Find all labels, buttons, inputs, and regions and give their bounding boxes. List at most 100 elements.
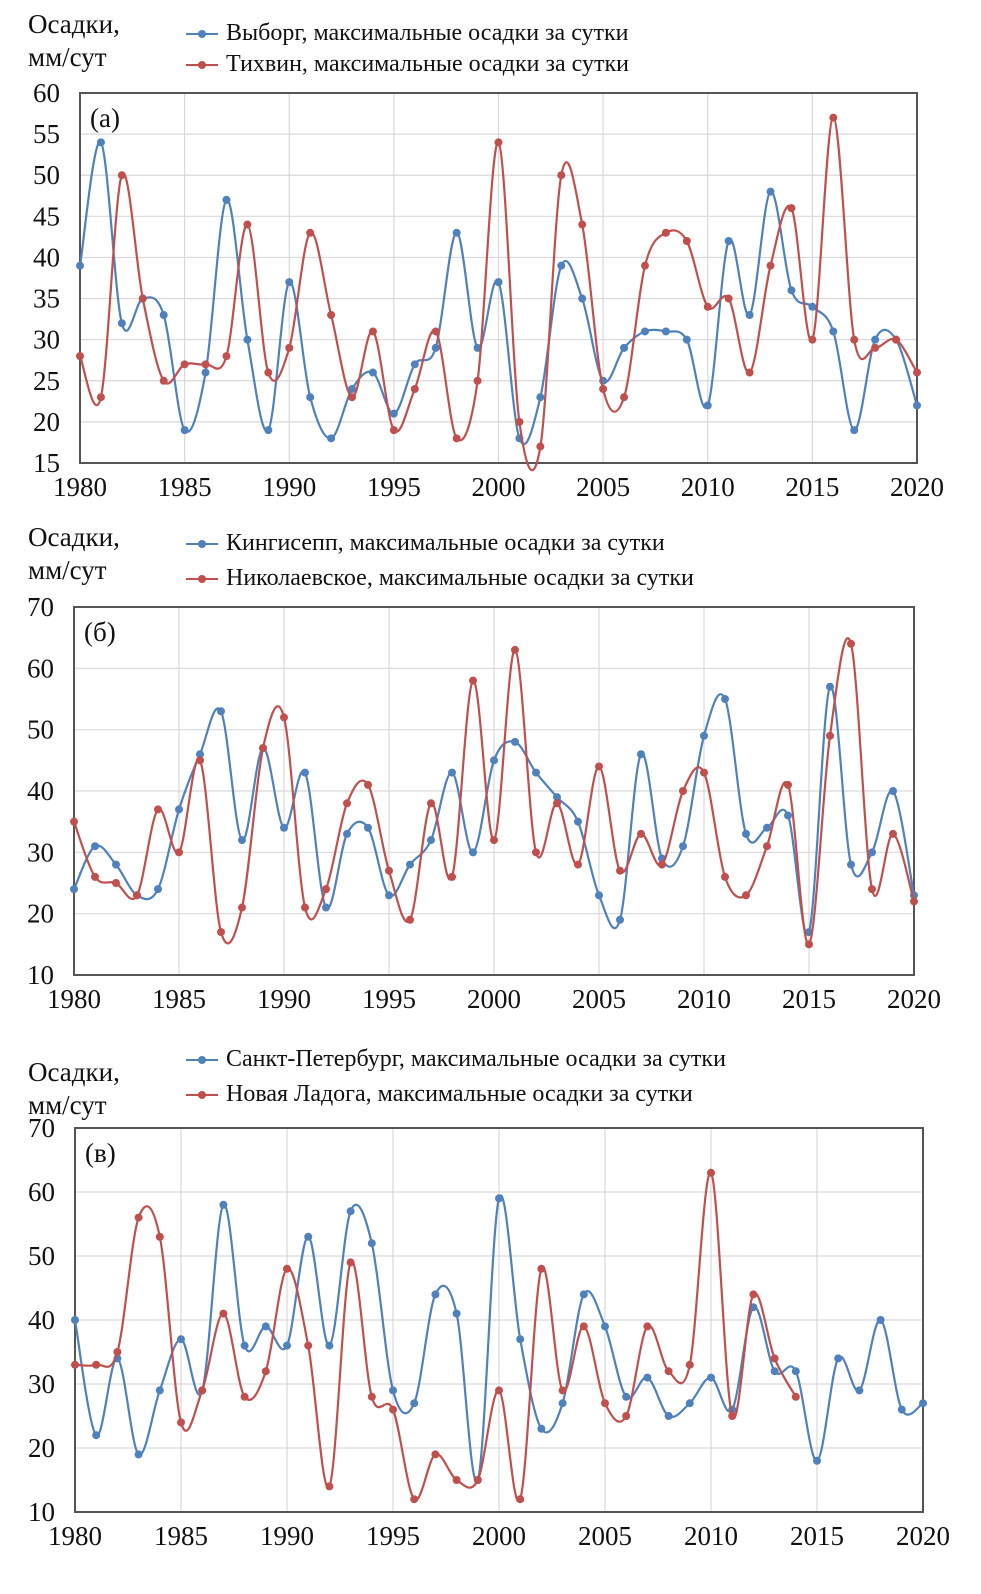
y-tick-label: 20 bbox=[28, 1433, 55, 1463]
data-point bbox=[784, 811, 792, 820]
y-tick-label: 20 bbox=[27, 899, 54, 929]
x-tick-label: 2005 bbox=[572, 984, 626, 1014]
y-tick-label: 15 bbox=[33, 448, 60, 478]
y-tick-label: 30 bbox=[33, 325, 60, 355]
data-point bbox=[348, 385, 357, 393]
data-point bbox=[557, 261, 566, 270]
x-tick-label: 2005 bbox=[578, 1521, 632, 1551]
data-point bbox=[658, 860, 666, 869]
data-point bbox=[389, 1405, 397, 1414]
legend-marker-blue-icon bbox=[186, 538, 218, 550]
x-tick-label: 1995 bbox=[362, 984, 416, 1014]
data-point bbox=[516, 1495, 525, 1504]
data-point bbox=[516, 1335, 525, 1344]
y-tick-label: 35 bbox=[33, 284, 60, 314]
y-tick-label: 50 bbox=[27, 715, 54, 745]
data-point bbox=[766, 261, 775, 270]
data-point bbox=[808, 335, 817, 344]
data-point bbox=[177, 1335, 185, 1344]
data-point bbox=[876, 1316, 885, 1324]
panel-label: (б) bbox=[84, 617, 116, 647]
data-point bbox=[222, 352, 231, 361]
data-point bbox=[327, 434, 336, 443]
data-point bbox=[201, 368, 210, 377]
data-point bbox=[745, 311, 754, 319]
x-tick-label: 2000 bbox=[472, 472, 526, 502]
data-point bbox=[364, 823, 372, 832]
data-point bbox=[70, 817, 78, 826]
legend-marker-blue-icon bbox=[186, 1054, 218, 1066]
data-point bbox=[322, 885, 330, 894]
y-tick-label: 60 bbox=[27, 653, 54, 683]
y-axis-label-line: мм/сут bbox=[28, 1090, 107, 1120]
y-tick-label: 10 bbox=[28, 1497, 55, 1527]
data-point bbox=[201, 360, 210, 369]
data-point bbox=[217, 928, 225, 937]
legend-label: Новая Ладога, максимальные осадки за сут… bbox=[226, 1081, 693, 1107]
data-point bbox=[322, 903, 330, 912]
data-point bbox=[325, 1341, 334, 1350]
data-point bbox=[92, 1360, 101, 1369]
x-tick-label: 1990 bbox=[257, 984, 311, 1014]
y-tick-label: 70 bbox=[27, 592, 54, 622]
data-point bbox=[745, 368, 754, 377]
data-point bbox=[829, 327, 838, 336]
y-tick-label: 50 bbox=[33, 160, 60, 190]
data-point bbox=[431, 327, 440, 336]
data-point bbox=[385, 891, 393, 900]
data-point bbox=[664, 1412, 673, 1420]
data-point bbox=[71, 1360, 79, 1369]
data-point bbox=[640, 327, 649, 336]
data-point bbox=[579, 1322, 588, 1331]
y-tick-label: 30 bbox=[28, 1369, 55, 1399]
data-point bbox=[553, 799, 561, 808]
data-point bbox=[763, 823, 771, 832]
x-tick-label: 2020 bbox=[896, 1521, 950, 1551]
data-point bbox=[117, 319, 126, 328]
data-point bbox=[367, 1392, 376, 1401]
x-tick-label: 2015 bbox=[790, 1521, 844, 1551]
data-point bbox=[406, 915, 414, 924]
data-point bbox=[452, 1309, 461, 1318]
data-point bbox=[685, 1399, 694, 1408]
data-point bbox=[175, 805, 183, 814]
data-point bbox=[511, 737, 519, 746]
data-point bbox=[787, 204, 796, 213]
y-tick-label: 40 bbox=[27, 776, 54, 806]
data-point bbox=[473, 1476, 482, 1484]
data-point bbox=[558, 1386, 567, 1395]
x-tick-label: 1980 bbox=[48, 1521, 102, 1551]
data-point bbox=[348, 393, 357, 402]
legend-entry-kingisepp: Кингисепп, максимальные осадки за сутки bbox=[186, 530, 665, 557]
data-point bbox=[452, 228, 461, 237]
data-point bbox=[159, 311, 168, 319]
data-point bbox=[787, 286, 796, 295]
data-point bbox=[813, 1456, 821, 1465]
data-point bbox=[620, 393, 629, 402]
data-point bbox=[855, 1386, 864, 1395]
data-point bbox=[261, 1367, 270, 1376]
data-point bbox=[622, 1412, 631, 1420]
data-point bbox=[431, 343, 440, 352]
data-point bbox=[707, 1168, 715, 1177]
data-point bbox=[892, 335, 901, 344]
data-point bbox=[826, 731, 834, 740]
data-point bbox=[616, 866, 624, 875]
data-point bbox=[805, 940, 813, 949]
data-point bbox=[70, 885, 78, 894]
y-axis-label-a: Осадки, мм/сут bbox=[28, 8, 120, 74]
data-point bbox=[217, 707, 225, 716]
x-tick-label: 2015 bbox=[785, 472, 839, 502]
data-point bbox=[367, 1239, 376, 1248]
data-point bbox=[177, 1418, 185, 1427]
data-point bbox=[304, 1232, 313, 1241]
data-point bbox=[682, 237, 691, 245]
data-point bbox=[643, 1322, 652, 1331]
data-point bbox=[280, 713, 288, 722]
data-point bbox=[724, 237, 733, 245]
data-point bbox=[703, 401, 712, 410]
data-point bbox=[96, 393, 105, 402]
data-point bbox=[92, 1431, 101, 1440]
data-point bbox=[791, 1367, 800, 1376]
data-point bbox=[766, 187, 775, 196]
